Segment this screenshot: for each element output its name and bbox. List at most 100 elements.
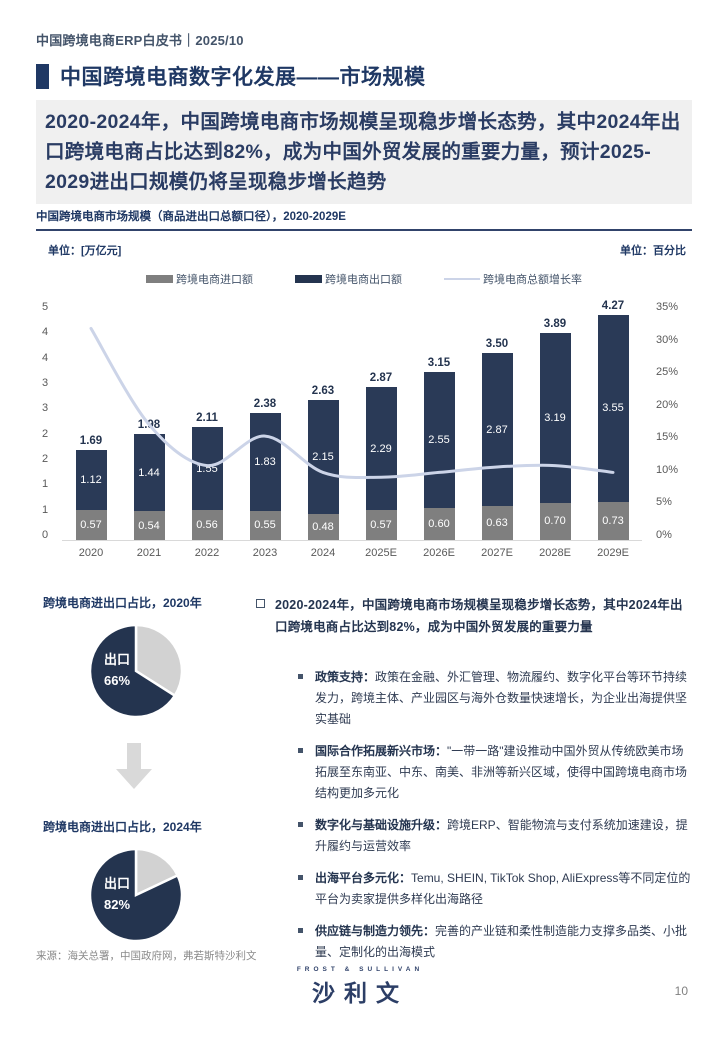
source-note: 来源：海关总署，中国政府网，弗若斯特沙利文: [36, 950, 257, 962]
bar-total-label: 2.11: [196, 412, 218, 425]
import-segment: 0.73: [597, 501, 629, 540]
bar-total-label: 1.98: [137, 419, 161, 432]
x-label: 2027E: [481, 547, 513, 559]
growth-line-swatch-icon: [444, 277, 480, 281]
export-segment: 3.19: [539, 332, 571, 503]
right-tick: 20%: [656, 398, 679, 411]
export-segment: 2.55: [423, 372, 455, 508]
left-tick: 4: [42, 326, 49, 339]
detail-bullet-text: 供应链与制造力领先：完善的产业链和柔性制造能力支撑多品类、小批量、定制化的出海模…: [315, 924, 688, 959]
import-segment: 0.55: [249, 510, 281, 540]
bar-total-label: 3.15: [427, 357, 451, 369]
detail-bullet-text: 政策支持：政策在金融、外汇管理、物流履约、数字化平台等环节持续发力，跨境主体、产…: [315, 670, 688, 726]
bar-total-label: 2.87: [369, 372, 393, 385]
detail-bullet-text: 数字化与基础设施升级：跨境ERP、智能物流与支付系统加速建设，提升履约与运营效率: [315, 818, 688, 853]
left-tick: 0: [42, 528, 49, 541]
right-tick: 35%: [656, 301, 679, 313]
import-segment: 0.57: [75, 509, 107, 540]
import-segment: 0.56: [191, 510, 223, 540]
pie-2024-chart: 出口 82%: [88, 847, 184, 943]
x-label: 2025E: [365, 547, 397, 559]
pie-2020-label: 出口 66%: [104, 652, 131, 688]
pie-2020-chart: 出口 66%: [88, 623, 184, 719]
detail-bullet-list: 政策支持：政策在金融、外汇管理、物流履约、数字化平台等环节持续发力，跨境主体、产…: [256, 667, 692, 963]
square-bullet-icon: [298, 875, 303, 880]
document-header: 中国跨境电商ERP白皮书｜2025/10: [36, 33, 244, 48]
bars-row: 1.69 1.12 0.57 1.98 1.44 0.54 2.11 1.55 0.56 2.38…: [62, 300, 642, 540]
bar-group-2022: 2.11 1.55 0.56: [178, 300, 236, 540]
logo-chinese-text: 沙利文: [312, 980, 408, 1006]
chart-legend: 跨境电商进口额 跨境电商出口额 跨境电商总额增长率: [36, 271, 692, 287]
lead-bullet: 2020-2024年，中国跨境电商市场规模呈现稳步增长态势，其中2024年出口跨…: [256, 594, 692, 638]
bar-group-2024: 2.63 2.15 0.48: [294, 300, 352, 540]
market-size-chart: 中国跨境电商市场规模（商品进出口总额口径），2020-2029E 单位：[万亿元…: [36, 208, 692, 559]
export-segment: 2.87: [481, 353, 513, 507]
x-label: 2021: [136, 547, 162, 559]
x-label: 2029E: [597, 547, 629, 559]
bar-total-label: 1.69: [79, 434, 103, 447]
bar-group-2027E: 3.50 2.87 0.63: [468, 300, 526, 540]
pie-2020-title: 跨境电商进出口占比，2020年: [43, 596, 202, 610]
chart-title: 中国跨境电商市场规模（商品进出口总额口径），2020-2029E: [36, 208, 692, 231]
import-segment: 0.63: [481, 506, 513, 540]
bar-total-label: 3.89: [543, 317, 567, 330]
export-segment: 1.55: [191, 427, 223, 511]
detail-bullet: 国际合作拓展新兴市场："一带一路"建设推动中国外贸从传统欧美市场拓展至东南亚、中…: [298, 741, 692, 804]
export-slice: [88, 847, 184, 943]
summary-text: 2020-2024年，中国跨境电商市场规模呈现稳步增长态势，其中2024年出口跨…: [45, 111, 681, 193]
left-tick: 1: [42, 503, 49, 516]
right-tick: 30%: [656, 333, 679, 346]
detail-bullet: 出海平台多元化：Temu, SHEIN, TikTok Shop, AliExp…: [298, 868, 692, 910]
import-segment: 0.54: [133, 511, 165, 540]
section-title-row: 中国跨境电商数字化发展——市场规模: [36, 61, 426, 91]
pie-column: 跨境电商进出口占比，2020年 出口 66% 跨境电商进出口占比，2024年 出…: [36, 594, 250, 974]
right-axis-ticks: 35% 30% 25% 20% 15% 10% 5% 0%: [642, 301, 692, 541]
frost-sullivan-logo: FROST & SULLIVAN 沙利文: [0, 966, 720, 1008]
insights-column: 2020-2024年，中国跨境电商市场规模呈现稳步增长态势，其中2024年出口跨…: [250, 594, 692, 974]
import-segment: 0.48: [307, 514, 339, 540]
import-swatch-icon: [146, 275, 173, 283]
detail-bullet: 政策支持：政策在金融、外汇管理、物流履约、数字化平台等环节持续发力，跨境主体、产…: [298, 667, 692, 730]
right-tick: 10%: [656, 463, 679, 476]
import-segment: 0.60: [423, 508, 455, 540]
plot-canvas: 1.69 1.12 0.57 1.98 1.44 0.54 2.11 1.55 0.56 2.38…: [62, 300, 642, 541]
left-axis-ticks: 5 4 4 3 3 2 2 1 1 0: [36, 301, 62, 541]
export-segment: 2.29: [365, 387, 397, 510]
detail-bullet: 供应链与制造力领先：完善的产业链和柔性制造能力支撑多品类、小批量、定制化的出海模…: [298, 921, 692, 963]
left-tick: 3: [42, 376, 49, 389]
bar-group-2029E: 4.27 3.55 0.73: [584, 300, 642, 540]
left-tick: 4: [42, 351, 49, 364]
left-tick: 1: [42, 478, 49, 491]
import-segment: 0.57: [365, 509, 397, 540]
bar-group-2021: 1.98 1.44 0.54: [120, 300, 178, 540]
export-swatch-icon: [295, 275, 322, 283]
bar-total-label: 2.38: [253, 398, 277, 411]
square-bullet-icon: [298, 674, 303, 679]
export-segment: 1.44: [133, 434, 165, 512]
square-bullet-icon: [298, 928, 303, 933]
bar-total-label: 4.27: [601, 300, 625, 312]
export-segment: 3.55: [597, 315, 629, 502]
right-tick: 0%: [656, 528, 672, 541]
left-tick: 2: [42, 427, 49, 440]
left-tick: 3: [42, 402, 49, 415]
bar-group-2025E: 2.87 2.29 0.57: [352, 300, 410, 540]
pie-2024-title: 跨境电商进出口占比，2024年: [43, 820, 202, 834]
square-bullet-icon: [298, 748, 303, 753]
pie-2020-svg: [88, 623, 184, 719]
bar-total-label: 2.63: [311, 384, 335, 397]
lead-bullet-text: 2020-2024年，中国跨境电商市场规模呈现稳步增长态势，其中2024年出口跨…: [275, 598, 683, 634]
legend-growth: 跨境电商总额增长率: [444, 271, 582, 287]
title-marker-icon: [36, 63, 49, 89]
detail-bullet-text: 国际合作拓展新兴市场："一带一路"建设推动中国外贸从传统欧美市场拓展至东南亚、中…: [315, 744, 688, 800]
legend-export: 跨境电商出口额: [295, 271, 402, 287]
import-slice: [134, 847, 180, 897]
legend-export-label: 跨境电商出口额: [325, 274, 402, 286]
page-title: 中国跨境电商数字化发展——市场规模: [60, 66, 426, 89]
left-tick: 5: [42, 301, 49, 313]
bar-group-2028E: 3.89 3.19 0.70: [526, 300, 584, 540]
lower-section: 跨境电商进出口占比，2020年 出口 66% 跨境电商进出口占比，2024年 出…: [36, 594, 692, 974]
right-tick: 25%: [656, 366, 679, 379]
